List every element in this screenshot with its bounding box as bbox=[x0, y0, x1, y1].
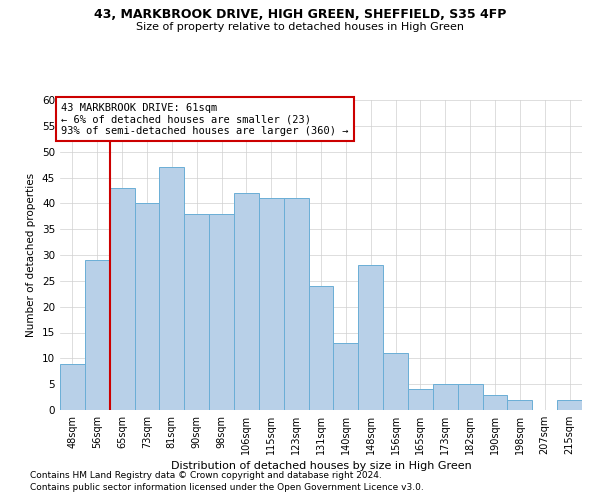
Bar bbox=[134, 204, 160, 410]
Bar bbox=[85, 260, 110, 410]
Bar bbox=[110, 188, 134, 410]
Bar bbox=[234, 193, 259, 410]
Bar bbox=[284, 198, 308, 410]
Bar bbox=[458, 384, 482, 410]
Text: 43 MARKBROOK DRIVE: 61sqm
← 6% of detached houses are smaller (23)
93% of semi-d: 43 MARKBROOK DRIVE: 61sqm ← 6% of detach… bbox=[61, 102, 349, 136]
Bar bbox=[433, 384, 458, 410]
Bar bbox=[482, 394, 508, 410]
Bar bbox=[508, 400, 532, 410]
Bar bbox=[334, 343, 358, 410]
X-axis label: Distribution of detached houses by size in High Green: Distribution of detached houses by size … bbox=[170, 461, 472, 471]
Bar bbox=[358, 266, 383, 410]
Text: Size of property relative to detached houses in High Green: Size of property relative to detached ho… bbox=[136, 22, 464, 32]
Text: Contains public sector information licensed under the Open Government Licence v3: Contains public sector information licen… bbox=[30, 484, 424, 492]
Bar bbox=[383, 353, 408, 410]
Bar bbox=[557, 400, 582, 410]
Bar bbox=[408, 390, 433, 410]
Bar bbox=[160, 167, 184, 410]
Y-axis label: Number of detached properties: Number of detached properties bbox=[26, 173, 37, 337]
Text: 43, MARKBROOK DRIVE, HIGH GREEN, SHEFFIELD, S35 4FP: 43, MARKBROOK DRIVE, HIGH GREEN, SHEFFIE… bbox=[94, 8, 506, 20]
Text: Contains HM Land Registry data © Crown copyright and database right 2024.: Contains HM Land Registry data © Crown c… bbox=[30, 471, 382, 480]
Bar bbox=[259, 198, 284, 410]
Bar bbox=[60, 364, 85, 410]
Bar bbox=[209, 214, 234, 410]
Bar bbox=[184, 214, 209, 410]
Bar bbox=[308, 286, 334, 410]
